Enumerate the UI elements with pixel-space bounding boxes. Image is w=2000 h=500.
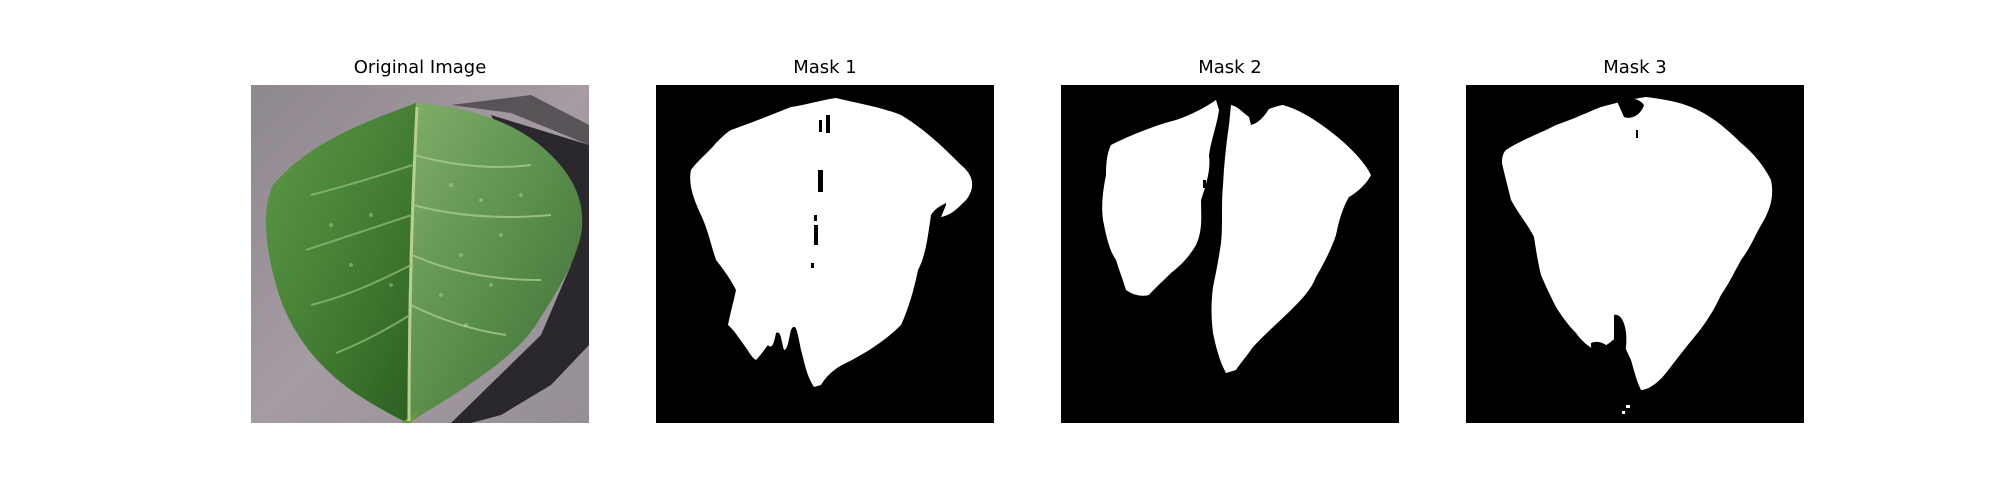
mask-1-image (656, 85, 994, 423)
mask-foreground-left (1102, 100, 1219, 296)
mask-2 (1061, 85, 1399, 423)
leaf-shadow-top (451, 95, 589, 145)
mask-foreground-right (1211, 105, 1371, 373)
panel-mask-3: Mask 3 (1466, 56, 1804, 436)
leaf-right-half (408, 103, 583, 423)
leaf-midrib (407, 106, 419, 422)
panel-mask-1: Mask 1 (656, 56, 994, 436)
mask-foreground (1502, 97, 1773, 390)
panel-title: Mask 3 (1603, 57, 1667, 78)
leaf-photo (251, 85, 589, 423)
mask-holes (811, 115, 830, 268)
mask-holes (1591, 97, 1644, 353)
mask-3 (1466, 85, 1804, 423)
leaf-speckles (329, 183, 523, 327)
mask-1 (656, 85, 994, 423)
mask-3-image (1466, 85, 1804, 423)
panel-title: Mask 1 (793, 57, 857, 78)
mask-2-image (1061, 85, 1399, 423)
original-leaf-image (251, 85, 589, 423)
panel-title: Original Image (353, 57, 487, 78)
panel-original-image: Original Image (251, 56, 589, 436)
mask-specks (1622, 405, 1630, 414)
mask-holes (1203, 103, 1271, 207)
leaf-left-half (265, 103, 416, 423)
mask-foreground (690, 98, 973, 387)
panel-title: Mask 2 (1198, 57, 1262, 78)
panel-mask-2: Mask 2 (1061, 56, 1399, 436)
